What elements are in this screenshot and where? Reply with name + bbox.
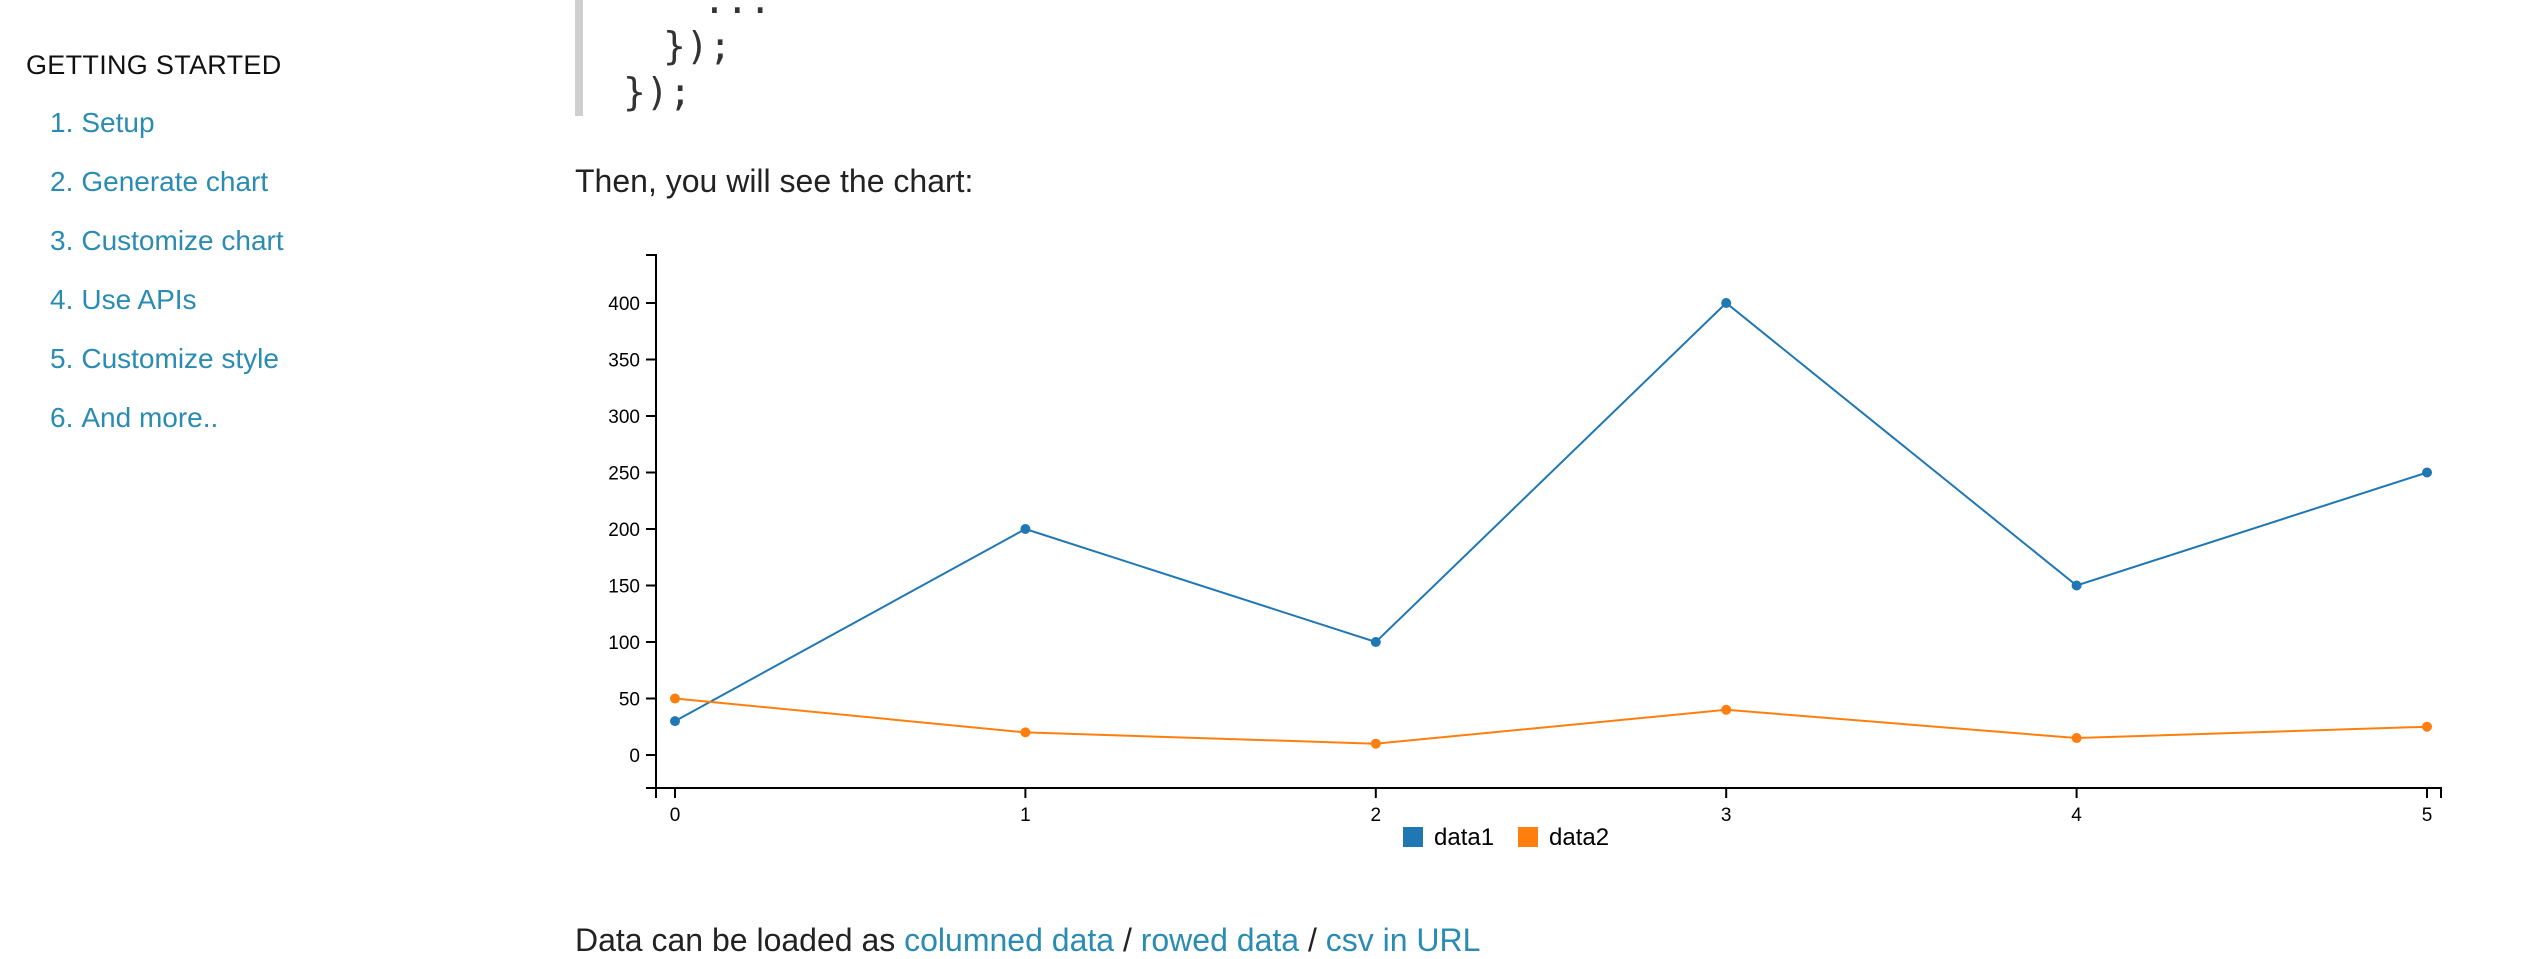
x-axis	[655, 787, 2442, 798]
code-line: });	[663, 24, 732, 68]
x-tick-label: 4	[2071, 805, 2082, 826]
data-point-data2	[2422, 721, 2432, 732]
sidebar-item-and-more[interactable]: 6. And more..	[50, 388, 446, 447]
sidebar-item-customize-chart[interactable]: 3. Customize chart	[50, 211, 446, 270]
link-rowed-data[interactable]: rowed data	[1140, 922, 1300, 958]
x-tick-label: 5	[2422, 805, 2433, 826]
x-tick-label: 3	[1721, 805, 1732, 826]
y-tick-label: 50	[619, 690, 640, 711]
sidebar-item-generate-chart[interactable]: 2. Generate chart	[50, 152, 446, 211]
data-point-data2	[670, 693, 680, 704]
sidebar-item-number: 6.	[50, 402, 74, 433]
data-loading-paragraph: Data can be loaded as columned data / ro…	[575, 922, 1481, 958]
data-point-data2	[1370, 738, 1381, 749]
y-tick-label: 250	[608, 464, 640, 485]
y-tick-label: 400	[608, 294, 640, 315]
code-line: ...	[703, 0, 772, 22]
y-tick-label: 350	[608, 351, 640, 372]
code-line: });	[623, 70, 692, 114]
sidebar-nav: GETTING STARTED 1. Setup 2. Generate chart…	[26, 50, 446, 447]
data-point-data2	[1020, 727, 1031, 738]
sidebar-list: 1. Setup 2. Generate chart 3. Customize cha…	[26, 93, 446, 447]
data-point-data1	[670, 716, 680, 727]
code-block: ... }); });	[575, 0, 1475, 116]
y-tick-label: 150	[608, 577, 640, 598]
sidebar-item-label: Generate chart	[81, 166, 269, 197]
data-point-data1	[2071, 580, 2082, 591]
x-tick-label: 0	[670, 805, 681, 826]
link-csv-url[interactable]: csv in URL	[1325, 922, 1481, 958]
sidebar-item-label: Customize style	[81, 343, 279, 374]
y-tick-label: 300	[608, 407, 640, 428]
data-point-data1	[1020, 524, 1031, 534]
data-point-data2	[1721, 704, 1732, 715]
y-axis	[646, 254, 657, 789]
sidebar-item-use-apis[interactable]: 4. Use APIs	[50, 270, 446, 329]
sidebar-item-setup[interactable]: 1. Setup	[50, 93, 446, 152]
sidebar-item-number: 3.	[50, 225, 74, 256]
sidebar-item-label: Setup	[81, 107, 155, 138]
sidebar-item-number: 2.	[50, 166, 74, 197]
intro-paragraph: Then, you will see the chart:	[575, 163, 974, 199]
legend-label-data1: data1	[1434, 824, 1494, 851]
sidebar-item-number: 4.	[50, 284, 74, 315]
sidebar-item-customize-style[interactable]: 5. Customize style	[50, 329, 446, 388]
x-tick-label: 1	[1020, 805, 1031, 826]
line-chart: 0 50 100 150 200 250 300 350 400 0 1 2 3 4 5 data1 data2	[608, 254, 2442, 851]
data-point-data1	[1370, 637, 1381, 647]
legend-swatch-data1	[1403, 827, 1423, 847]
x-tick-label: 2	[1371, 805, 1382, 826]
sidebar-item-number: 5.	[50, 343, 74, 374]
series-line-data1	[674, 301, 2428, 722]
paragraph-text: Data can be loaded as	[575, 922, 896, 958]
series-line-data2	[674, 697, 2428, 745]
sidebar-item-label: And more..	[81, 402, 219, 433]
sidebar-item-label: Use APIs	[81, 284, 197, 315]
legend-swatch-data2	[1518, 827, 1538, 847]
data-point-data2	[2071, 733, 2082, 744]
legend-label-data2: data2	[1549, 824, 1609, 851]
sidebar-item-label: Customize chart	[81, 225, 284, 256]
data-point-data1	[2422, 467, 2432, 478]
sidebar-item-number: 1.	[50, 107, 74, 138]
link-columned-data[interactable]: columned data	[904, 922, 1115, 958]
y-tick-label: 200	[608, 520, 640, 541]
y-tick-label: 0	[629, 746, 640, 767]
y-tick-label: 100	[608, 633, 640, 654]
sidebar-heading: GETTING STARTED	[26, 50, 282, 80]
data-point-data1	[1721, 298, 1732, 308]
